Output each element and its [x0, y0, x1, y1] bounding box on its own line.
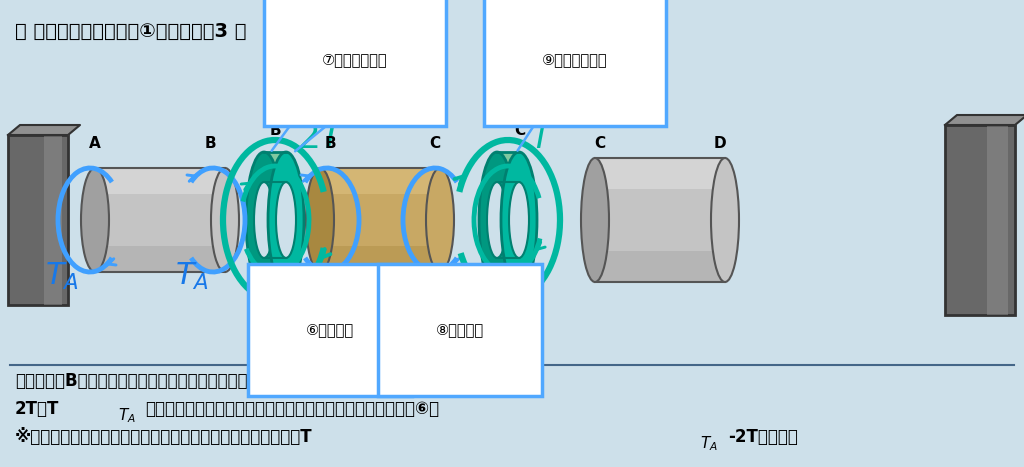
Text: ⑦作用・反作用: ⑦作用・反作用 [323, 52, 388, 68]
Ellipse shape [581, 158, 609, 282]
Text: C: C [429, 136, 440, 151]
Bar [44, 135, 62, 305]
Text: $T_A$: $T_A$ [700, 434, 718, 453]
Ellipse shape [254, 182, 274, 258]
Text: B: B [204, 136, 216, 151]
Ellipse shape [711, 158, 739, 282]
Ellipse shape [509, 182, 529, 258]
Bar [95, 246, 225, 272]
Text: C: C [595, 136, 605, 151]
Ellipse shape [268, 152, 304, 288]
Text: 2TとT: 2TとT [15, 400, 59, 418]
Ellipse shape [479, 152, 515, 288]
Polygon shape [8, 125, 80, 135]
Polygon shape [945, 115, 1024, 125]
Text: D: D [714, 136, 726, 151]
Text: 薄切りしたBのつり合いからさらに右側に内力（トルク）を伝えていくが、: 薄切りしたBのつり合いからさらに右側に内力（トルク）を伝えていくが、 [15, 372, 357, 390]
Bar [8, 135, 68, 305]
Ellipse shape [501, 152, 537, 288]
Bar [319, 168, 440, 194]
Ellipse shape [487, 182, 507, 258]
Text: $T$: $T$ [530, 122, 555, 155]
Bar [987, 125, 1008, 315]
Ellipse shape [306, 168, 334, 272]
Bar [595, 158, 725, 282]
Bar [319, 246, 440, 272]
Ellipse shape [246, 152, 282, 288]
Text: $2T\!-\!T_A$: $2T\!-\!T_A$ [410, 265, 490, 291]
Text: ⑥平衡条件: ⑥平衡条件 [306, 323, 354, 338]
Text: B: B [325, 136, 336, 151]
Text: $T_A$: $T_A$ [175, 261, 209, 292]
Ellipse shape [81, 168, 109, 272]
Bar [497, 152, 519, 288]
Ellipse shape [426, 168, 454, 272]
Text: ⑧平衡条件: ⑧平衡条件 [436, 323, 484, 338]
Bar [319, 168, 440, 272]
Bar [95, 168, 225, 272]
Bar [945, 125, 1015, 315]
Text: $T_A$: $T_A$ [45, 261, 79, 292]
Bar [95, 168, 225, 194]
Bar [595, 251, 725, 282]
Text: ※もし上図と逆向きにトルクを仮置きしたなら、その大きさはT: ※もし上図と逆向きにトルクを仮置きしたなら、その大きさはT [15, 428, 312, 446]
Text: 》 ねじりの不静定問題①　自由体図3 》: 》 ねじりの不静定問題① 自由体図3 》 [15, 22, 247, 41]
Text: $T_A$: $T_A$ [118, 406, 136, 425]
Text: $2T$: $2T$ [297, 121, 346, 155]
Bar [264, 152, 286, 288]
Text: A: A [89, 136, 101, 151]
Ellipse shape [276, 182, 296, 258]
Text: -2Tになる。: -2Tになる。 [728, 428, 798, 446]
Text: $2T\!-\!T_A$: $2T\!-\!T_A$ [278, 265, 358, 291]
Text: の大小関係が分からないので向きは適当に仮置きする。　（⑥）: の大小関係が分からないので向きは適当に仮置きする。 （⑥） [145, 400, 439, 418]
Text: ⑨作用・反作用: ⑨作用・反作用 [542, 52, 608, 68]
Text: B: B [269, 123, 281, 138]
Ellipse shape [211, 168, 239, 272]
Bar [595, 158, 725, 189]
Text: C: C [514, 123, 525, 138]
